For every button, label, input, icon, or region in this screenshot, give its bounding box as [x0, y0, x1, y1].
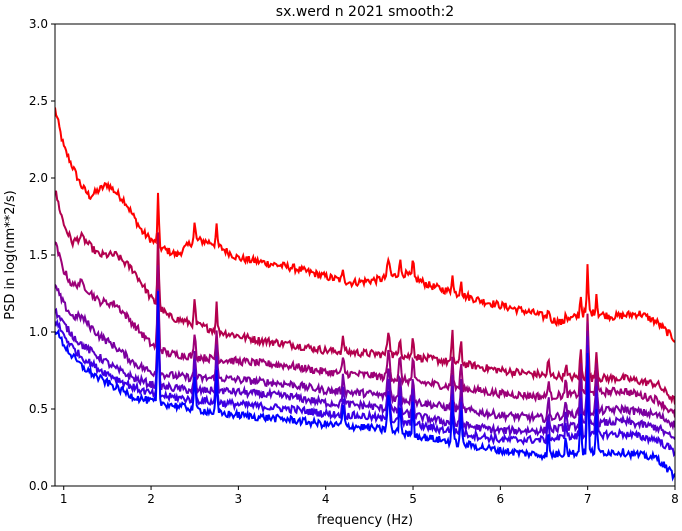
series-line: [55, 107, 675, 343]
x-tick-label: 6: [497, 492, 505, 506]
x-tick-label: 2: [147, 492, 155, 506]
x-tick-label: 5: [409, 492, 417, 506]
x-axis-label: frequency (Hz): [317, 513, 413, 528]
x-axis-ticks: 1 2 3 4 5 6 7 8: [60, 486, 679, 506]
y-tick-label: 0.0: [29, 479, 48, 493]
x-tick-label: 3: [235, 492, 243, 506]
series-line: [55, 241, 675, 418]
y-tick-label: 1.0: [29, 325, 48, 339]
y-axis-label: PSD in log(nm**2/s): [3, 190, 18, 320]
y-axis-ticks: 0.0 0.5 1.0 1.5 2.0 2.5 3.0: [29, 17, 55, 493]
x-tick-label: 4: [322, 492, 330, 506]
y-tick-label: 3.0: [29, 17, 48, 31]
x-tick-label: 8: [671, 492, 679, 506]
series-line: [55, 190, 675, 405]
series-line: [55, 291, 675, 482]
y-tick-label: 2.0: [29, 171, 48, 185]
y-tick-label: 1.5: [29, 248, 48, 262]
y-tick-label: 0.5: [29, 402, 48, 416]
x-tick-label: 7: [584, 492, 592, 506]
x-tick-label: 1: [60, 492, 68, 506]
series-lines: [55, 107, 675, 482]
y-tick-label: 2.5: [29, 94, 48, 108]
chart-title: sx.werd n 2021 smooth:2: [276, 4, 454, 20]
